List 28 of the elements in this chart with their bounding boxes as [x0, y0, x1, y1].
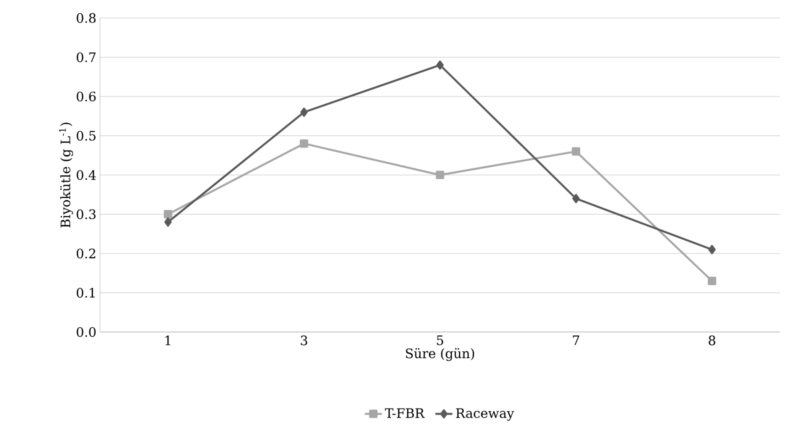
legend-label: T-FBR: [384, 408, 425, 418]
y-tick-label: 0.2: [76, 248, 96, 258]
y-axis-title: Biyokütle (g L$^{-1}$): [59, 122, 74, 228]
y-tick-label: 0.0: [76, 327, 96, 337]
y-tick-label: 0.3: [76, 209, 96, 220]
x-tick-label: 3: [300, 336, 308, 346]
x-tick-label: 7: [572, 336, 580, 345]
y-tick-label: 0.6: [76, 92, 96, 102]
y-tick-label: 0.1: [76, 288, 95, 298]
x-axis-title: Süre (gün): [406, 348, 474, 361]
y-tick-label: 0.4: [76, 170, 96, 180]
y-tick-label: 0.7: [76, 52, 96, 62]
y-tick-label: 0.8: [76, 13, 96, 23]
point: [436, 170, 444, 180]
point: [164, 210, 172, 218]
point: [164, 218, 172, 227]
point: [708, 244, 716, 254]
point: [708, 276, 716, 286]
x-tick-label: 8: [708, 336, 716, 346]
point: [572, 194, 580, 204]
point: [300, 139, 308, 148]
x-tick-label: 5: [436, 336, 444, 346]
point: [300, 108, 308, 117]
point: [436, 60, 444, 70]
x-tick-label: 1: [165, 336, 170, 346]
legend-label: Raceway: [456, 408, 514, 421]
y-tick-label: 0.5: [76, 130, 96, 141]
point: [572, 147, 580, 156]
